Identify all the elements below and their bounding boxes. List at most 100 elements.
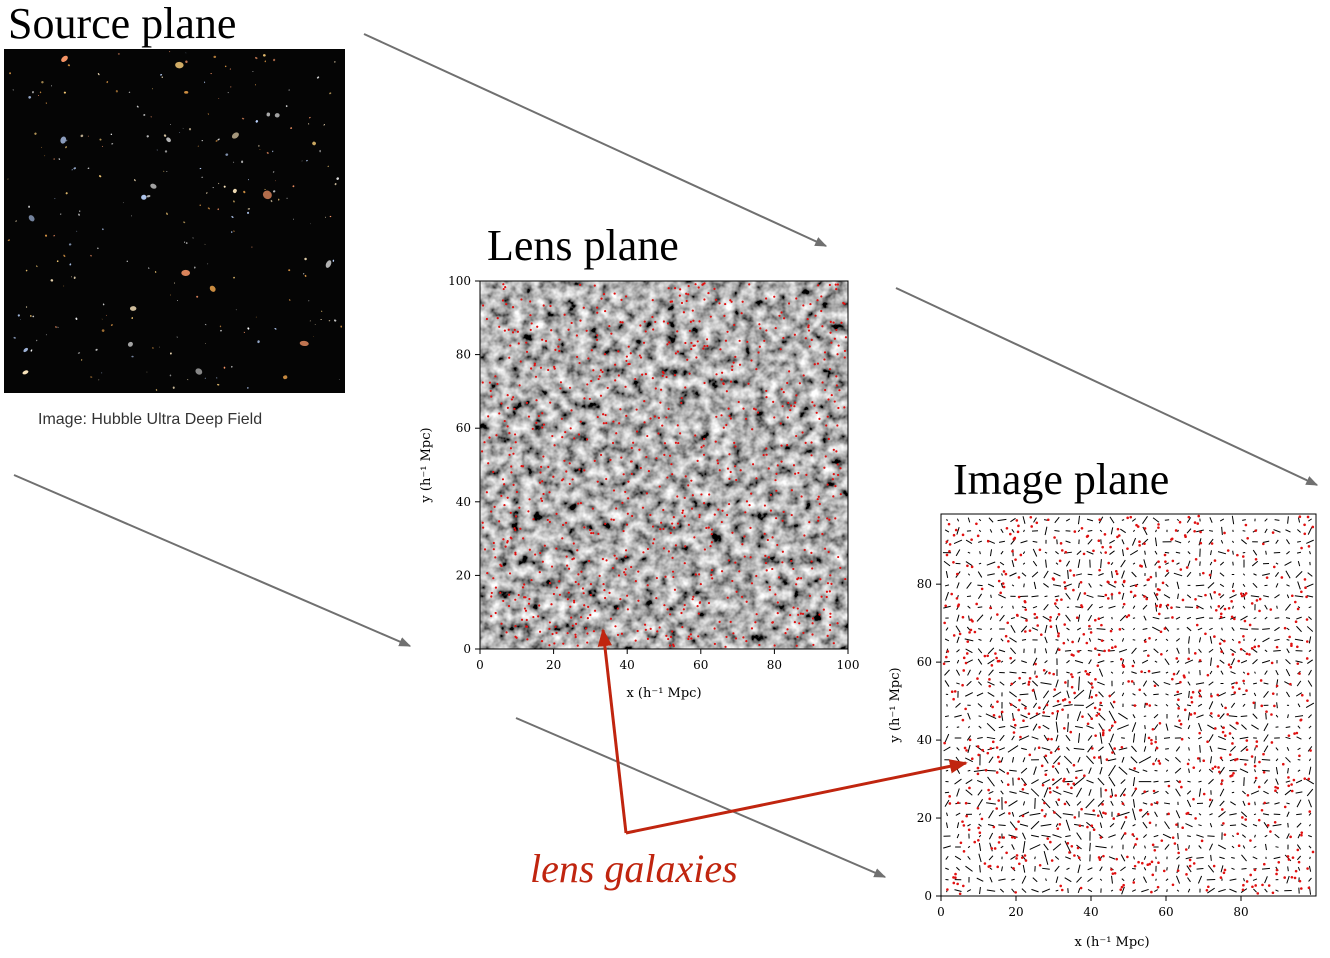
shear-stick xyxy=(1209,517,1213,523)
lens-galaxy-point xyxy=(776,601,779,604)
image-galaxy-point xyxy=(1204,593,1207,597)
shear-stick xyxy=(1143,855,1147,860)
lens-galaxy-point xyxy=(835,328,838,332)
shear-stick xyxy=(1063,780,1073,783)
shear-stick xyxy=(965,692,973,697)
shear-stick xyxy=(1297,517,1301,523)
image-galaxy-point xyxy=(945,655,948,659)
shear-stick xyxy=(1055,647,1059,655)
image-galaxy-point xyxy=(1063,802,1067,806)
galaxy-point xyxy=(141,194,147,200)
shear-stick xyxy=(1076,876,1082,883)
lens-galaxy-point xyxy=(511,331,515,334)
image-galaxy-point xyxy=(1202,571,1205,575)
lens-galaxy-point xyxy=(612,420,615,423)
shear-stick xyxy=(1209,714,1213,718)
shear-stick xyxy=(1265,712,1267,720)
image-galaxy-point xyxy=(1269,608,1273,611)
galaxy-point xyxy=(186,379,189,381)
shear-stick xyxy=(1141,659,1149,664)
shear-stick xyxy=(1273,529,1281,533)
lens-galaxy-point xyxy=(802,374,805,377)
shear-stick xyxy=(1231,658,1235,666)
image-galaxy-point xyxy=(1271,891,1275,895)
image-galaxy-point xyxy=(1017,777,1021,781)
galaxy-point xyxy=(146,194,151,198)
lens-galaxy-point xyxy=(559,387,562,390)
image-galaxy-point xyxy=(962,656,966,660)
shear-stick xyxy=(1128,768,1140,774)
galaxy-point xyxy=(128,91,131,94)
shear-stick xyxy=(956,726,960,728)
lens-galaxy-point xyxy=(673,588,677,591)
image-galaxy-point xyxy=(1064,681,1067,684)
lens-galaxy-point xyxy=(558,593,562,596)
image-galaxy-point xyxy=(1306,699,1309,702)
lens-galaxy-point xyxy=(834,485,837,488)
shear-stick xyxy=(1230,682,1236,685)
shear-stick xyxy=(1220,865,1224,873)
shear-stick xyxy=(1210,605,1212,609)
image-galaxy-point xyxy=(964,801,968,805)
shear-stick xyxy=(1054,855,1060,860)
lens-galaxy-point xyxy=(546,518,549,522)
image-galaxy-point xyxy=(1158,565,1161,569)
shear-stick xyxy=(967,823,971,827)
shear-stick xyxy=(988,832,994,840)
shear-stick xyxy=(1041,834,1051,838)
shear-stick xyxy=(1153,724,1159,731)
lens-galaxy-point xyxy=(578,361,581,365)
shear-stick xyxy=(1294,638,1304,642)
shear-stick xyxy=(1275,846,1279,848)
image-galaxy-point xyxy=(1296,607,1300,611)
shear-stick xyxy=(1098,834,1104,839)
shear-stick xyxy=(967,855,971,860)
lens-galaxy-point xyxy=(593,284,596,287)
image-galaxy-point xyxy=(1143,542,1146,545)
image-galaxy-point xyxy=(1123,579,1126,583)
galaxy-point xyxy=(205,342,206,344)
lens-galaxy-point xyxy=(570,616,573,619)
shear-stick xyxy=(1077,756,1081,763)
shear-stick xyxy=(1229,594,1237,599)
shear-stick xyxy=(1099,810,1103,819)
shear-stick xyxy=(1031,779,1039,785)
lens-galaxy-point xyxy=(779,422,782,425)
shear-stick xyxy=(1089,842,1091,852)
lens-galaxy-point xyxy=(634,377,637,381)
shear-stick xyxy=(989,549,993,557)
image-galaxy-point xyxy=(998,760,1002,763)
image-galaxy-point xyxy=(1232,589,1235,593)
image-galaxy-point xyxy=(1255,599,1259,602)
lens-galaxy-point xyxy=(731,368,734,371)
image-galaxy-point xyxy=(981,748,985,752)
galaxy-point xyxy=(266,112,271,117)
shear-stick xyxy=(1173,572,1183,577)
shear-stick xyxy=(1284,789,1292,796)
image-galaxy-point xyxy=(1248,623,1252,627)
image-galaxy-point xyxy=(1080,526,1084,530)
lens-galaxy-point xyxy=(655,457,658,460)
image-galaxy-point xyxy=(1104,812,1107,815)
lens-galaxy-point xyxy=(538,630,542,633)
galaxy-point xyxy=(312,141,316,146)
galaxy-point xyxy=(78,213,80,216)
lens-galaxy-point xyxy=(728,477,731,480)
image-galaxy-point xyxy=(1127,614,1131,617)
shear-stick xyxy=(987,647,995,655)
shear-stick xyxy=(1285,726,1291,728)
shear-stick xyxy=(1164,844,1170,850)
shear-stick xyxy=(1131,722,1137,733)
shear-stick xyxy=(1308,845,1312,849)
shear-stick xyxy=(1221,627,1223,631)
image-galaxy-point xyxy=(943,741,946,745)
lens-galaxy-point xyxy=(504,545,507,548)
galaxy-point xyxy=(206,192,208,194)
shear-stick xyxy=(1231,835,1235,838)
shear-stick xyxy=(955,549,961,557)
lens-galaxy-point xyxy=(663,604,666,607)
lens-galaxy-point xyxy=(487,415,490,418)
lens-galaxy-point xyxy=(735,590,738,593)
shear-stick xyxy=(1109,823,1115,828)
image-galaxy-point xyxy=(1120,745,1124,749)
